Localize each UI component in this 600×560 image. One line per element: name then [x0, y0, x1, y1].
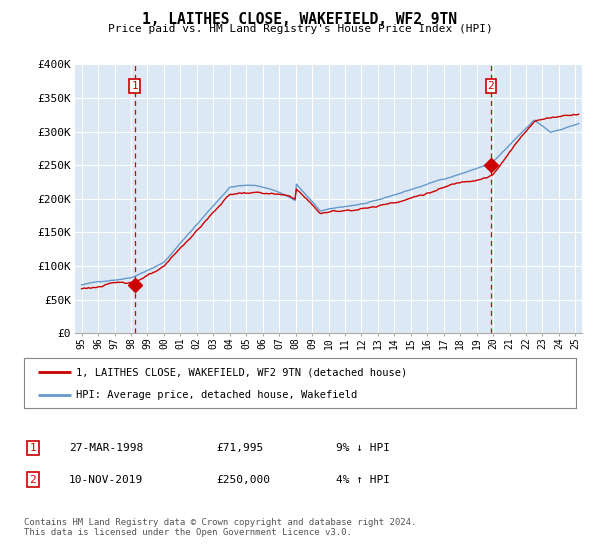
Text: 27-MAR-1998: 27-MAR-1998	[69, 443, 143, 453]
Text: 10-NOV-2019: 10-NOV-2019	[69, 475, 143, 485]
Text: £71,995: £71,995	[216, 443, 263, 453]
Text: 1, LAITHES CLOSE, WAKEFIELD, WF2 9TN: 1, LAITHES CLOSE, WAKEFIELD, WF2 9TN	[143, 12, 458, 27]
Text: Price paid vs. HM Land Registry's House Price Index (HPI): Price paid vs. HM Land Registry's House …	[107, 24, 493, 34]
Text: £250,000: £250,000	[216, 475, 270, 485]
Text: 1: 1	[131, 81, 138, 91]
Text: 4% ↑ HPI: 4% ↑ HPI	[336, 475, 390, 485]
Text: 1: 1	[29, 443, 37, 453]
Text: 9% ↓ HPI: 9% ↓ HPI	[336, 443, 390, 453]
Text: 2: 2	[488, 81, 494, 91]
Text: 2: 2	[29, 475, 37, 485]
Text: HPI: Average price, detached house, Wakefield: HPI: Average price, detached house, Wake…	[76, 390, 358, 400]
Text: Contains HM Land Registry data © Crown copyright and database right 2024.
This d: Contains HM Land Registry data © Crown c…	[24, 518, 416, 538]
Text: 1, LAITHES CLOSE, WAKEFIELD, WF2 9TN (detached house): 1, LAITHES CLOSE, WAKEFIELD, WF2 9TN (de…	[76, 367, 407, 377]
